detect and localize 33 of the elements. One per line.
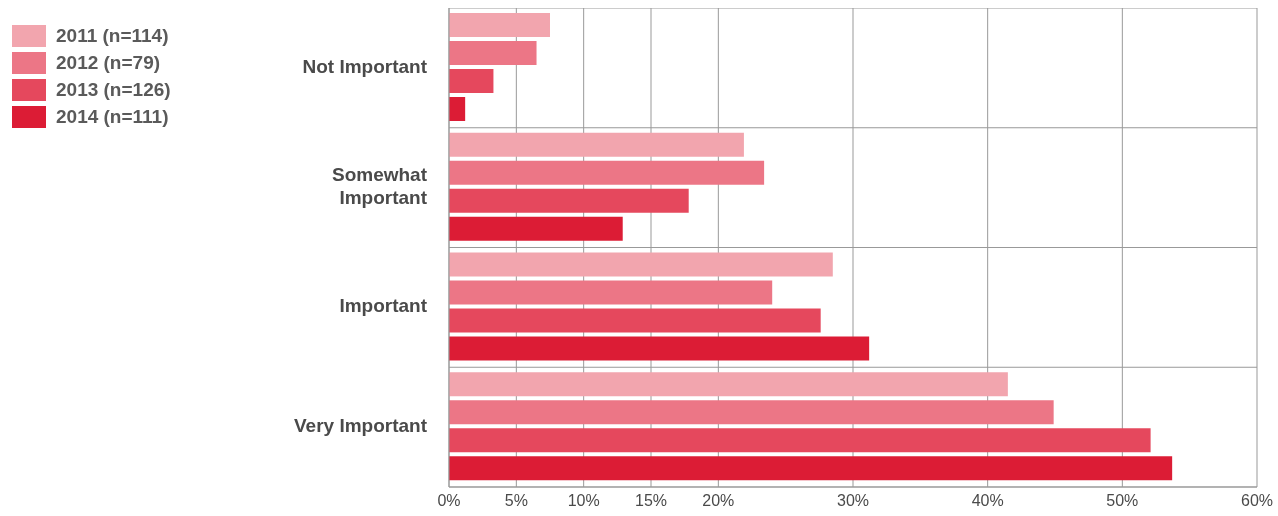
bar [449,188,689,213]
bar [449,428,1151,453]
bar [449,308,821,333]
legend-label: 2014 (n=111) [56,105,169,128]
bar [449,41,537,65]
x-tick-label: 20% [702,492,735,510]
bar [449,216,623,241]
y-tick-label: Not Important [302,55,428,77]
bar [449,69,494,93]
bar [449,252,833,277]
y-tick-label: Important [339,295,428,317]
x-tick-label: 15% [634,492,668,510]
x-tick-label: 10% [567,492,600,510]
bar [449,132,744,157]
legend-label: 2013 (n=126) [56,78,171,101]
bar [449,13,550,37]
x-tick-label: 30% [836,492,870,510]
bar [449,372,1008,397]
legend-label: 2011 (n=114) [56,24,169,47]
x-tick-label: 50% [1106,492,1139,510]
bar [449,400,1054,425]
bar [449,336,870,361]
x-tick-label: 60% [1240,492,1274,510]
x-tick-label: 0% [437,492,461,510]
legend-label: 2012 (n=79) [56,51,161,74]
y-tick-label: Very Important [293,415,428,437]
bar [449,280,773,305]
y-tick-label: Somewhat Important [331,164,428,209]
bar [449,97,466,121]
bar [449,456,1173,481]
x-tick-label: 40% [971,492,1004,510]
bar [449,160,765,185]
x-tick-label: 5% [504,492,528,510]
